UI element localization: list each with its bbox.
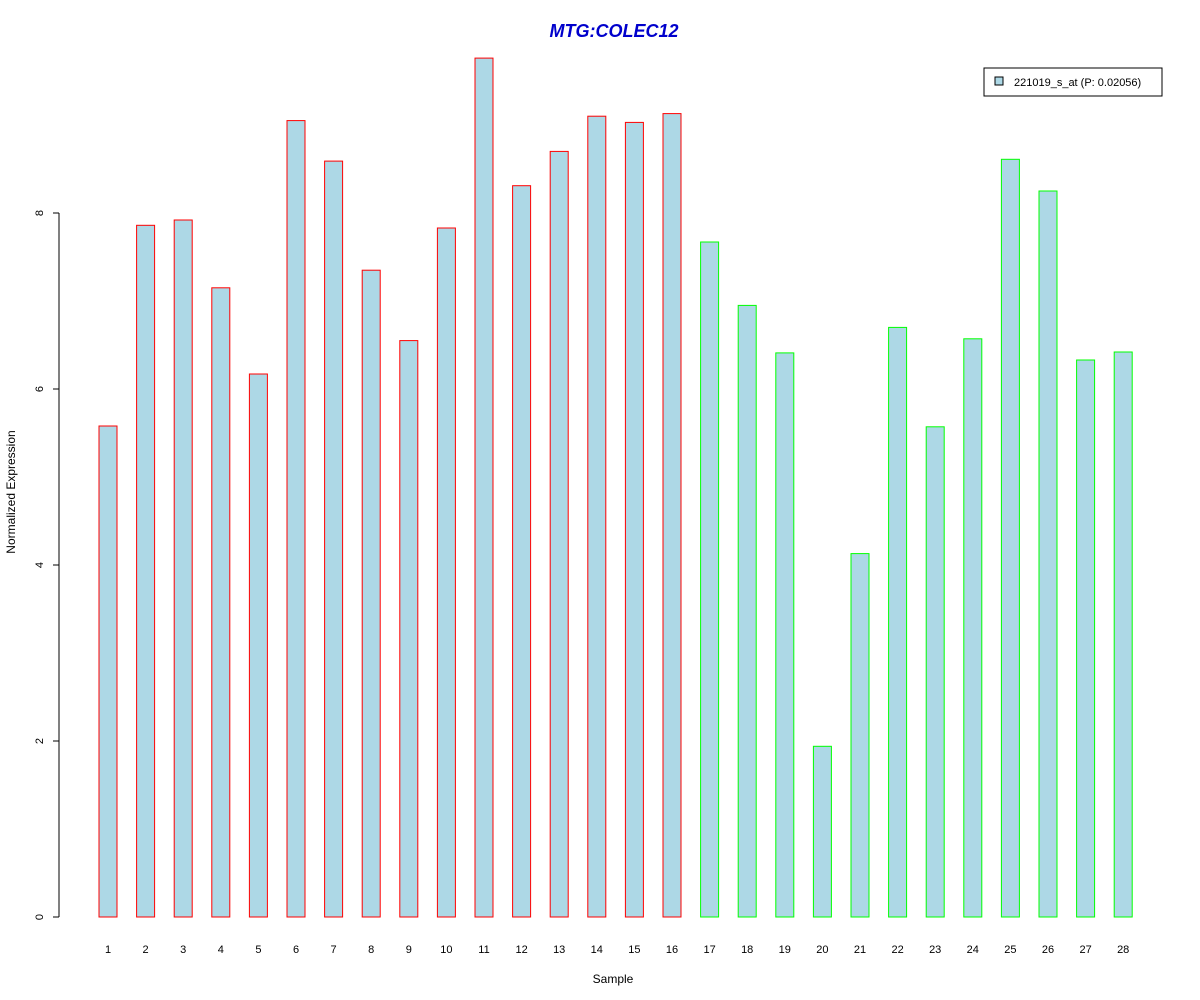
x-tick-label: 28 (1117, 944, 1129, 956)
x-tick-label: 19 (779, 944, 791, 956)
bar-sample-22 (888, 326, 908, 918)
bar-sample-15 (624, 121, 644, 918)
x-tick-label: 6 (293, 944, 299, 956)
x-tick-label: 12 (515, 944, 527, 956)
y-axis: 0 2 4 6 8 (34, 210, 60, 920)
x-tick-label: 17 (703, 944, 715, 956)
x-tick-label: 27 (1079, 944, 1091, 956)
bar-sample-17 (700, 241, 720, 918)
x-tick-label: 4 (218, 944, 224, 956)
bar-sample-13 (549, 150, 569, 918)
x-tick-label: 2 (143, 944, 149, 956)
x-tick-label: 25 (1004, 944, 1016, 956)
x-tick-label: 7 (331, 944, 337, 956)
bar-sample-19 (775, 352, 795, 918)
x-tick-label: 20 (816, 944, 828, 956)
bar-sample-3 (173, 219, 193, 918)
bar-sample-26 (1038, 190, 1058, 918)
legend: 221019_s_at (P: 0.02056) (983, 67, 1163, 97)
x-tick-label: 26 (1042, 944, 1054, 956)
chart-title: MTG:COLEC12 (549, 21, 678, 41)
bar-sample-21 (850, 553, 870, 918)
bar-sample-20 (812, 745, 832, 918)
x-tick-label: 8 (368, 944, 374, 956)
bar-sample-18 (737, 304, 757, 918)
bar-sample-4 (211, 287, 231, 918)
bar-sample-27 (1076, 359, 1096, 918)
x-tick-label: 21 (854, 944, 866, 956)
bar-sample-6 (286, 120, 306, 918)
y-axis-label: Normalized Expression (4, 430, 18, 553)
bar-sample-25 (1000, 158, 1020, 918)
x-tick-label: 11 (478, 944, 489, 956)
x-tick-label: 15 (628, 944, 640, 956)
x-tick-label: 9 (406, 944, 412, 956)
x-tick-label: 13 (553, 944, 565, 956)
bar-sample-5 (248, 373, 268, 918)
bar-sample-8 (361, 269, 381, 918)
x-tick-label: 16 (666, 944, 678, 956)
bar-sample-12 (512, 185, 532, 918)
x-tick-label: 24 (967, 944, 979, 956)
bar-sample-1 (98, 425, 118, 918)
y-tick-label: 6 (34, 386, 46, 392)
x-tick-label: 5 (255, 944, 261, 956)
y-tick-label: 8 (34, 210, 46, 216)
y-tick-label: 4 (34, 562, 46, 568)
y-tick-label: 0 (34, 914, 46, 920)
bars (98, 57, 1133, 918)
x-tick-labels: 1 2 3 4 5 6 7 8 9 10 11 12 13 14 15 16 17 18 19 20 21 22 23 24 2… (105, 944, 1129, 956)
legend-label: 221019_s_at (P: 0.02056) (1014, 77, 1141, 89)
y-tick-label: 2 (34, 738, 46, 744)
bar-sample-14 (587, 115, 607, 918)
bar-sample-7 (324, 160, 344, 918)
bar-sample-11 (474, 57, 494, 918)
bar-sample-28 (1113, 351, 1133, 918)
x-tick-label: 10 (440, 944, 452, 956)
bar-sample-16 (662, 113, 682, 918)
x-tick-label: 23 (929, 944, 941, 956)
x-axis-label: Sample (593, 972, 634, 986)
bar-sample-24 (963, 338, 983, 918)
x-tick-label: 22 (891, 944, 903, 956)
bar-sample-23 (925, 426, 945, 918)
bar-sample-2 (136, 224, 156, 918)
x-tick-label: 14 (591, 944, 603, 956)
legend-swatch (994, 76, 1004, 86)
bar-sample-9 (399, 340, 419, 918)
x-tick-label: 1 (105, 944, 111, 956)
x-tick-label: 3 (180, 944, 186, 956)
legend-box (983, 67, 1163, 97)
bar-sample-10 (436, 227, 456, 918)
x-tick-label: 18 (741, 944, 753, 956)
